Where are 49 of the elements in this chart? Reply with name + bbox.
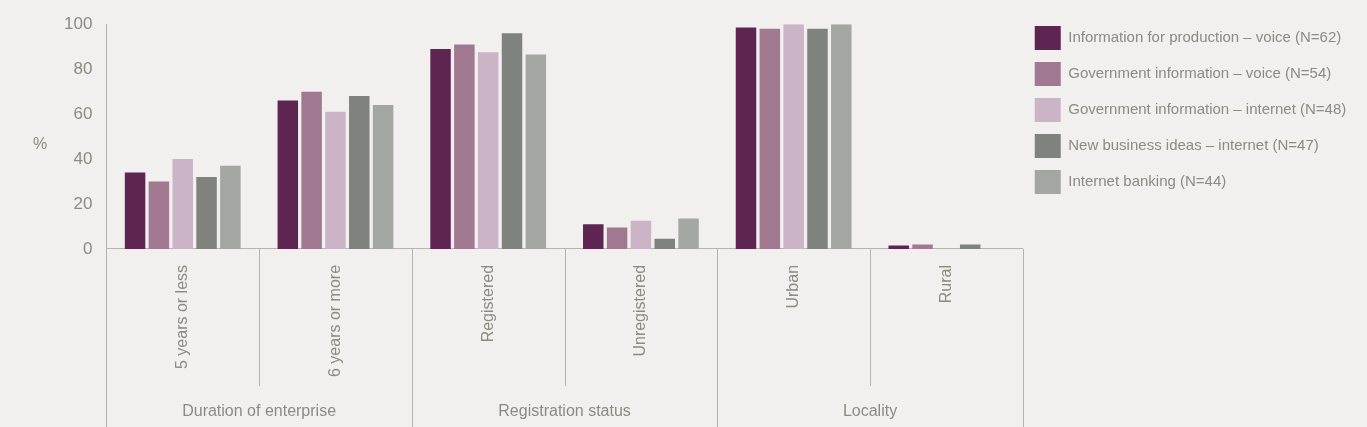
bar <box>606 227 628 249</box>
bar <box>124 172 146 249</box>
x-tick-label: Rural <box>936 264 954 304</box>
bar <box>912 244 933 249</box>
bar <box>678 218 699 249</box>
legend-label: Government information – internet (N=48) <box>1068 100 1347 118</box>
bar <box>759 28 781 249</box>
bar <box>807 28 828 249</box>
bar <box>454 44 475 249</box>
bar <box>583 224 604 249</box>
y-tick-label: 100 <box>63 13 93 33</box>
bar <box>831 24 852 249</box>
bar <box>477 52 499 249</box>
x-tick-label: Registered <box>478 264 496 343</box>
bar <box>888 245 909 249</box>
text: Duration of enterprise <box>182 402 337 420</box>
text: Locality <box>842 402 898 420</box>
x-tick-label: Urban <box>784 264 802 309</box>
bar <box>630 220 652 249</box>
x-tick-label: 6 years or more <box>325 264 343 378</box>
text: Registration status <box>498 402 631 420</box>
x-tick-label: Unregistered <box>631 264 649 357</box>
y-tick-label: 20 <box>73 193 93 213</box>
legend-label: Government information – voice (N=54) <box>1068 64 1332 82</box>
bar <box>959 244 981 249</box>
bar <box>148 181 170 249</box>
x-tick-label: 5 years or less <box>173 264 191 370</box>
legend-label: Information for production – voice (N=62) <box>1068 28 1342 46</box>
bar <box>430 48 451 249</box>
bar <box>325 111 346 249</box>
bar <box>220 165 241 249</box>
y-tick-label: 60 <box>73 103 93 123</box>
bar <box>783 24 804 249</box>
y-tick-label: 0 <box>82 238 93 258</box>
bar <box>654 238 675 249</box>
bar <box>372 105 394 249</box>
bar <box>501 33 523 249</box>
bar <box>172 159 193 249</box>
bar <box>349 96 370 249</box>
legend-label: New business ideas – internet (N=47) <box>1068 136 1319 154</box>
bar <box>277 100 299 249</box>
bar <box>735 27 757 249</box>
bar <box>196 177 217 249</box>
y-tick-label: 40 <box>73 148 93 168</box>
y-axis-title: % <box>32 134 48 152</box>
bar <box>525 54 547 249</box>
legend-label: Internet banking (N=44) <box>1068 172 1227 190</box>
bar <box>301 91 322 249</box>
y-tick-label: 80 <box>73 58 93 78</box>
